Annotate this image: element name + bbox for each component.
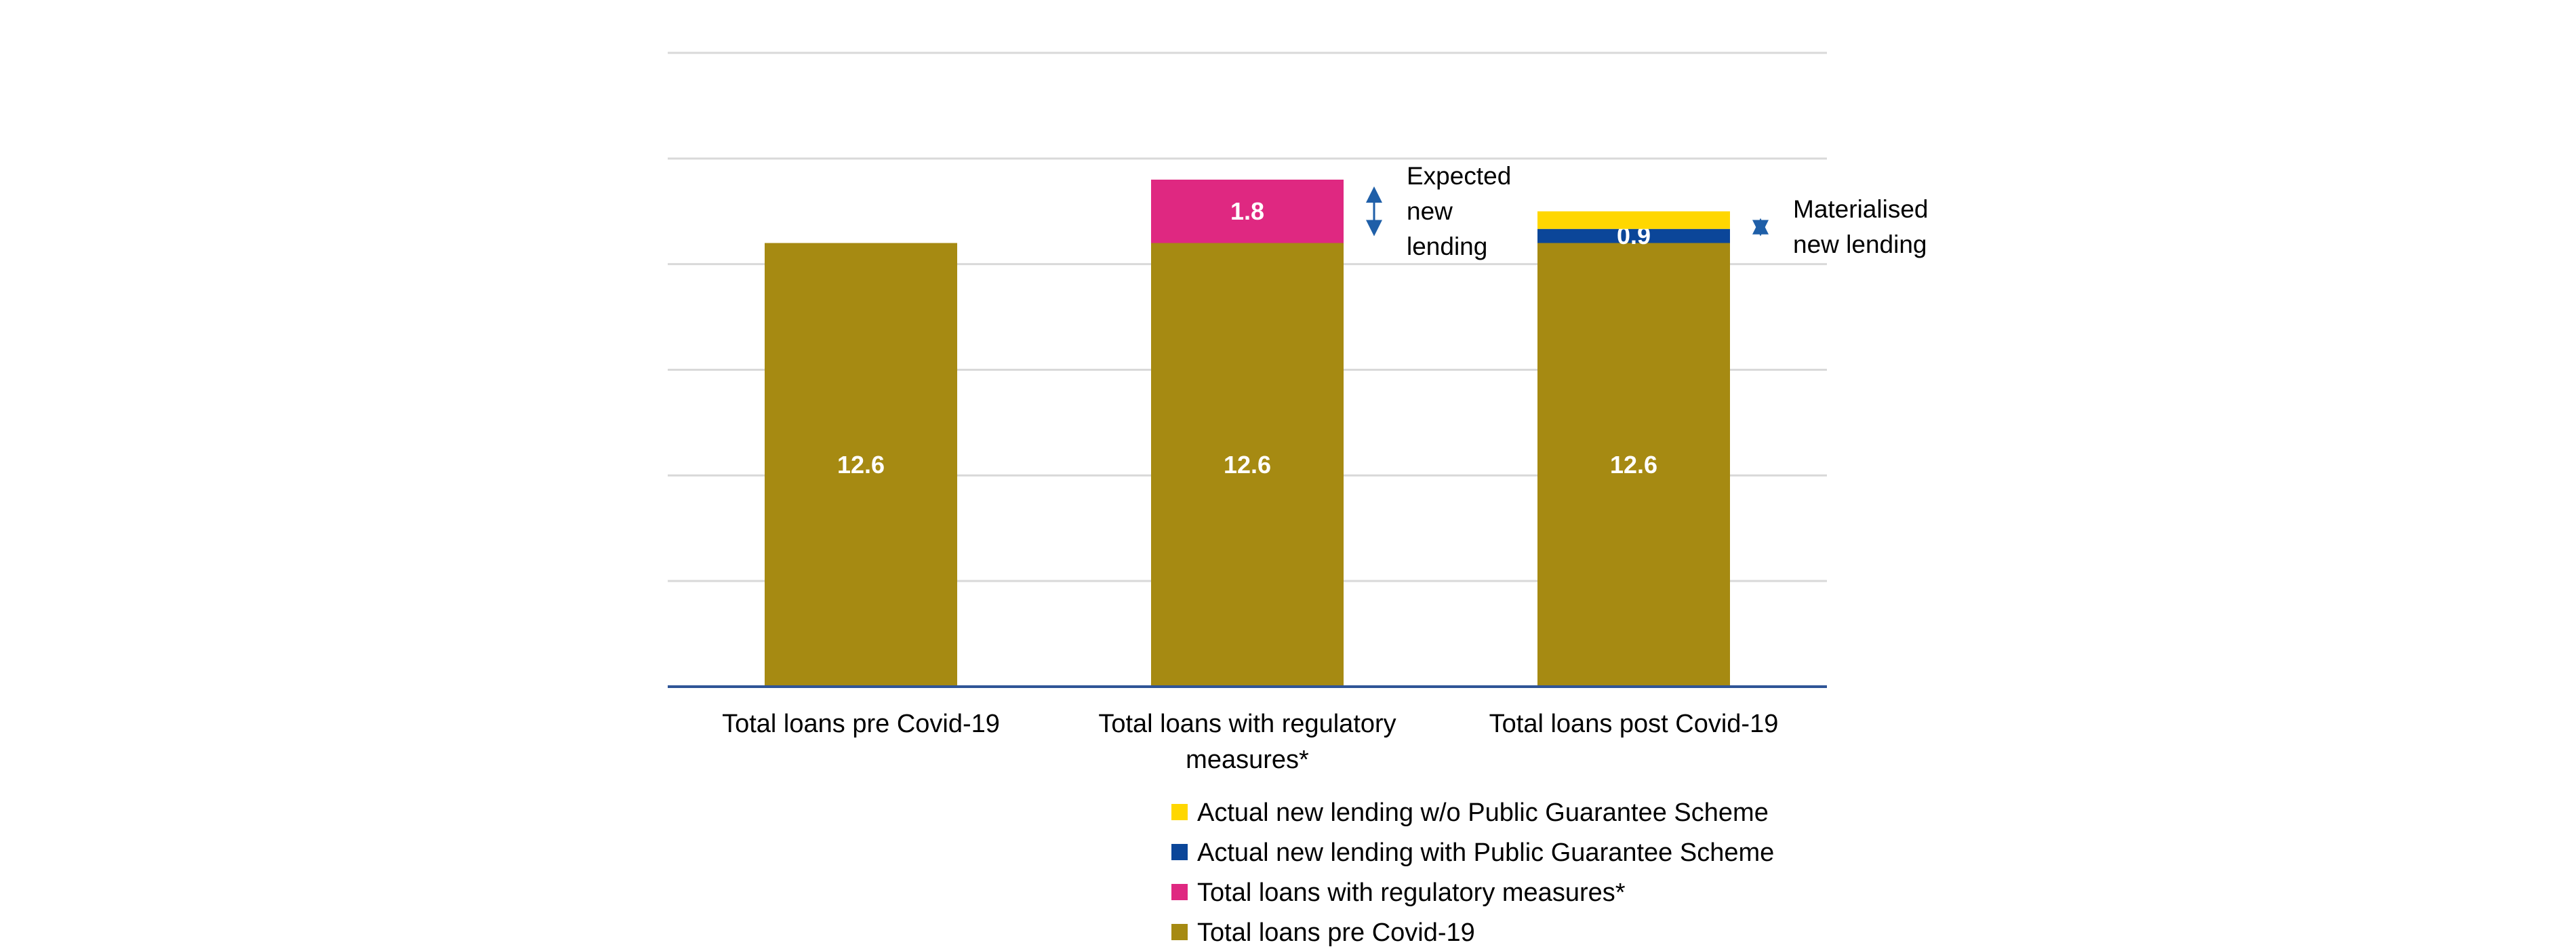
legend-entry: Total loans pre Covid-19	[1197, 918, 1475, 947]
legend-swatch	[1171, 884, 1188, 900]
data-label: 12.6	[1610, 451, 1657, 479]
legend-entry: Actual new lending with Public Guarantee…	[1197, 839, 1774, 867]
data-label: 1.8	[1230, 197, 1264, 225]
legend-swatch	[1171, 804, 1188, 820]
legend: Actual new lending w/o Public Guarantee …	[1171, 799, 1774, 947]
legend-entry: Total loans with regulatory measures*	[1197, 879, 1626, 907]
annotation-text: Materialised new lending	[1793, 195, 1928, 258]
bar-segment	[1537, 211, 1730, 229]
bar-segment	[1151, 180, 1344, 243]
legend-swatch	[1171, 924, 1188, 940]
x-axis: Total loans pre Covid-19 Total loans with…	[668, 685, 1827, 774]
x-tick-label: Total loans post Covid-19	[1489, 710, 1779, 738]
annotations: Expected new lending Materialised new lendin…	[1366, 162, 1928, 260]
annotation-text: Expected new lending	[1407, 162, 1511, 260]
bars: 12.6 12.61.812.60.9	[765, 180, 1730, 687]
data-label: 12.6	[1224, 451, 1271, 479]
bar-segment	[1537, 243, 1730, 687]
x-tick-label: Total loans pre Covid-19	[722, 710, 1000, 738]
bar-segment	[1537, 228, 1730, 243]
bar-segment	[765, 243, 957, 687]
data-label: 12.6	[837, 451, 885, 479]
bar-segment	[1151, 243, 1344, 687]
x-tick-label: Total loans with regulatory measures*	[1098, 710, 1396, 774]
legend-swatch	[1171, 844, 1188, 860]
legend-entry: Actual new lending w/o Public Guarantee …	[1197, 799, 1769, 827]
